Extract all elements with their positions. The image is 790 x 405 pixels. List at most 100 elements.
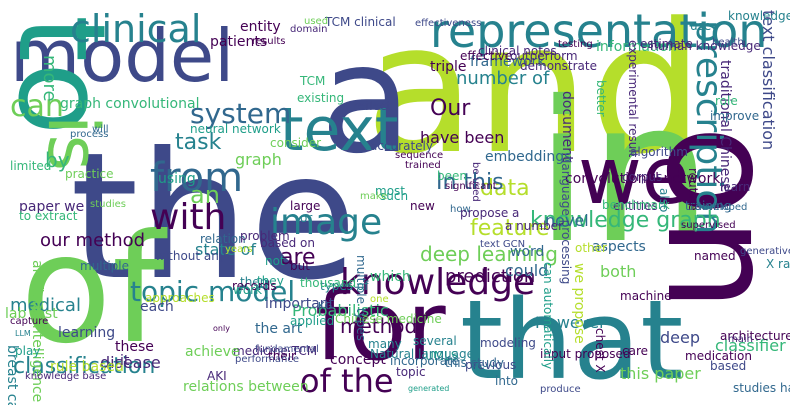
cloud-word-not: not [265,254,285,268]
cloud-word-which: which [370,269,411,285]
cloud-word-umls: UMLS [425,349,459,363]
cloud-word-knowledge-graph: knowledge graph [530,208,721,233]
cloud-word-each: each [140,299,174,315]
cloud-word-types-of: types of [320,279,369,293]
cloud-word-their: their [268,349,296,363]
cloud-word-main: main [728,334,753,345]
cloud-word-probabilistic: Probabilistic [292,301,389,320]
cloud-word-we-propose: we propose [571,263,587,344]
cloud-word-significant: significant [445,181,497,192]
cloud-word-improve: improve [710,109,760,123]
cloud-word-accurately: accurately [370,139,433,153]
cloud-word-clinical-notes: clinical notes [478,44,557,58]
cloud-word-patients: patients [210,34,268,50]
cloud-word-been: been [437,169,467,183]
cloud-word-we: we [578,132,690,222]
cloud-word-propose-a: propose a [460,206,520,220]
cloud-word-convolutional-network: convolutional network [565,171,721,187]
cloud-word-x-ray: X ray [766,257,790,271]
cloud-word-these: these [115,339,154,355]
cloud-word-generative: generative [740,246,790,257]
cloud-word-prediction: prediction [445,266,536,287]
cloud-word-capture: capture [10,316,49,327]
cloud-word-into: into [495,374,518,388]
cloud-word-studies-have: studies have [733,381,790,395]
cloud-word-text-gcn: text GCN [480,239,526,250]
cloud-word-classifier: classifier [715,336,786,355]
cloud-word-from: from [150,155,244,201]
cloud-word-produce: produce [540,384,581,395]
cloud-word-classification: classification [13,354,156,379]
cloud-word-developed: developed [695,202,748,213]
cloud-word-learn: learn [720,180,751,194]
cloud-word-disease: disease [100,353,161,372]
cloud-word-number-of: number of [456,68,550,89]
cloud-word-traditional-chinese: traditional Chinese [717,60,733,193]
cloud-word-our: Our [430,96,471,121]
cloud-word-entity: entity [240,19,281,35]
cloud-word-play: play [15,344,41,358]
cloud-word-graph-convolutional: graph convolutional [60,96,200,112]
cloud-word-medication: medication [685,349,752,363]
cloud-word-our-method: our method [40,230,146,251]
cloud-word-in: in [535,59,713,286]
cloud-word-this-study: this study [445,356,504,370]
cloud-word-previous: previous [465,358,517,372]
cloud-word-and: and [365,0,704,194]
cloud-word-for: for [315,272,446,382]
cloud-word-input-proposed: input proposed [540,347,631,361]
cloud-word-text-classification: text classification [759,10,778,151]
cloud-word-generated: generated [408,384,450,393]
cloud-word-to-extract: to extract [19,209,78,223]
cloud-word-it: it [120,353,130,369]
cloud-word-lab-test: lab test [5,306,58,322]
cloud-word-concept: concept [330,352,386,368]
cloud-word-medicine-tcm: medicine TCM [233,344,318,358]
cloud-word-entities: entities [613,199,658,213]
cloud-word-named: named [694,249,736,263]
cloud-word-deep-learning: deep learning [420,242,558,266]
cloud-word-several: several [413,334,457,348]
cloud-word-knowledge: knowledge [340,262,536,303]
cloud-word-effective: effective [460,49,513,63]
cloud-word-algorithm: algorithm [630,145,688,159]
cloud-word-outperform: outperform [510,49,578,63]
cloud-word-can-automatically: can automatically [541,262,555,370]
cloud-word-make: make [360,191,388,202]
cloud-word-based: based [710,359,747,373]
cloud-word-that: that [460,276,684,404]
cloud-word-neural-network: neural network [190,122,281,136]
cloud-word-the: the [70,116,358,319]
cloud-word-problem: problem [240,229,290,243]
cloud-word-more: more [39,55,60,102]
cloud-word-results: results [252,36,286,47]
cloud-word-clinical: clinical [70,7,202,51]
cloud-word-modeling: modeling [480,336,536,350]
cloud-word-will: will [92,124,109,135]
cloud-word-studies: studies [90,199,126,210]
cloud-word-topic: topic [396,365,426,379]
cloud-word-are: are [280,245,316,270]
cloud-word-aki: AKI [207,369,227,383]
cloud-word-experimental-result: experimental result [626,40,640,158]
cloud-word-applied: applied [290,314,335,328]
cloud-word-also: also [657,188,671,213]
cloud-word-triple: triple [430,59,467,75]
cloud-word-aspects: aspects [592,239,646,255]
cloud-word-large: large [290,199,321,213]
cloud-word-training: training [685,199,732,213]
cloud-word-without-any: without any [155,249,226,263]
cloud-word-framework: framework [470,54,546,70]
cloud-word-tcm-clinical: TCM clinical [325,15,396,29]
cloud-word-benchmark: benchmark [602,198,670,212]
cloud-word-system: system [190,97,292,130]
cloud-word-many: many [368,337,402,351]
cloud-word-domain: domain [290,24,328,35]
cloud-word-use: use [690,19,712,33]
cloud-word-based-on: based on [260,236,315,250]
cloud-word-knowledge: knowledge [728,9,790,23]
cloud-word-care: care [622,344,649,358]
cloud-word-incorporate: incorporate [390,354,460,368]
cloud-word-embeddings: embeddings [485,149,572,165]
